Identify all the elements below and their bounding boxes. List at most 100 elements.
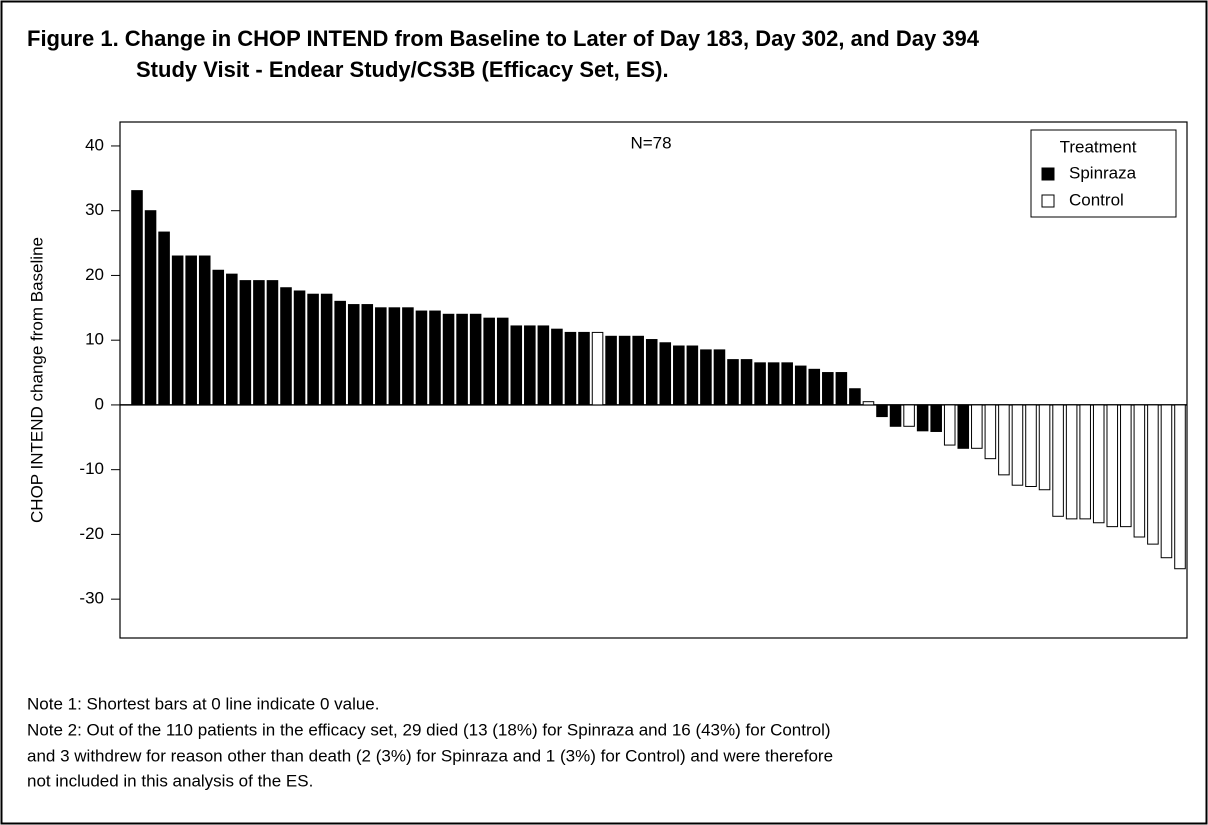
bar xyxy=(740,359,753,406)
bar xyxy=(1174,404,1186,570)
bar xyxy=(510,325,523,406)
bar xyxy=(754,362,766,406)
bar xyxy=(442,313,455,406)
bar xyxy=(971,404,983,449)
plot-area xyxy=(119,121,1188,639)
bar xyxy=(727,359,739,406)
bar xyxy=(280,287,292,406)
legend-label: Control xyxy=(1069,190,1124,209)
y-tick-label: 10 xyxy=(85,330,104,349)
bar xyxy=(998,404,1010,476)
bar xyxy=(618,335,631,406)
bar xyxy=(293,290,306,406)
y-tick-label: -10 xyxy=(79,459,104,478)
bar xyxy=(483,317,495,406)
bar xyxy=(1133,404,1146,538)
y-tick-label: 40 xyxy=(85,135,104,154)
annotation: N=78 xyxy=(630,133,671,152)
bar xyxy=(1079,404,1091,520)
bar xyxy=(131,190,143,406)
bar xyxy=(375,307,387,406)
bar xyxy=(957,404,970,449)
note: and 3 withdrew for reason other than dea… xyxy=(27,746,833,765)
bar xyxy=(916,404,929,432)
bar xyxy=(835,372,848,406)
bar xyxy=(591,331,604,406)
bar xyxy=(253,280,265,406)
note: Note 1: Shortest bars at 0 line indicate… xyxy=(27,694,379,713)
bar xyxy=(578,331,590,406)
bar xyxy=(713,349,726,406)
legend-label: Spinraza xyxy=(1069,163,1137,182)
bar xyxy=(361,304,374,406)
bar xyxy=(469,313,482,406)
bar xyxy=(524,325,536,406)
bar xyxy=(1065,404,1078,520)
bar xyxy=(496,317,509,406)
bar xyxy=(158,231,170,406)
bar xyxy=(822,372,834,406)
bar xyxy=(185,255,197,406)
bar xyxy=(226,273,238,406)
bar xyxy=(781,362,793,406)
y-tick-label: 20 xyxy=(85,265,104,284)
bar xyxy=(334,300,346,406)
y-tick-label: 0 xyxy=(95,394,104,413)
bar xyxy=(266,280,279,406)
bar xyxy=(429,310,441,406)
bar xyxy=(849,388,861,406)
bar xyxy=(1025,404,1037,488)
bar xyxy=(876,404,888,418)
bar xyxy=(903,404,915,427)
bar xyxy=(1160,404,1173,559)
bar xyxy=(808,368,821,406)
bar xyxy=(415,310,428,406)
legend-title: Treatment xyxy=(1060,137,1137,156)
bar xyxy=(889,404,902,427)
note: Note 2: Out of the 110 patients in the e… xyxy=(27,720,831,739)
bar xyxy=(605,335,617,406)
bar xyxy=(320,293,333,406)
bar xyxy=(794,365,807,406)
bar xyxy=(212,269,225,406)
bar xyxy=(632,335,644,406)
note: not included in this analysis of the ES. xyxy=(27,771,313,790)
bar xyxy=(1120,404,1132,528)
bar xyxy=(673,345,685,406)
bar xyxy=(402,307,414,406)
bar xyxy=(456,313,468,406)
y-tick-label: -30 xyxy=(79,589,104,608)
bar xyxy=(767,362,780,406)
bar xyxy=(700,349,712,406)
bar xyxy=(1106,404,1119,528)
bar xyxy=(198,255,211,406)
legend-swatch xyxy=(1041,167,1055,181)
bar xyxy=(347,304,360,406)
y-axis-label: CHOP INTEND change from Baseline xyxy=(27,237,46,523)
bar xyxy=(307,293,319,406)
legend-swatch xyxy=(1041,194,1055,208)
bar xyxy=(645,339,658,406)
bar xyxy=(1011,404,1024,486)
legend: Treatment Spinraza Control xyxy=(1030,129,1177,218)
bar xyxy=(862,401,875,406)
bar xyxy=(1052,404,1064,517)
bar xyxy=(144,210,157,406)
bar xyxy=(659,342,672,406)
y-tick-label: 30 xyxy=(85,200,104,219)
bar xyxy=(984,404,997,460)
y-tick-label: -20 xyxy=(79,524,104,543)
bar xyxy=(564,331,577,406)
bar xyxy=(537,325,550,406)
bar xyxy=(1147,404,1159,545)
bar xyxy=(1092,404,1105,524)
bar xyxy=(388,307,401,406)
bar xyxy=(239,280,252,406)
bar xyxy=(930,404,942,432)
bar xyxy=(943,404,956,446)
chart-title: Figure 1. Change in CHOP INTEND from Bas… xyxy=(27,26,980,51)
legend-box xyxy=(1030,129,1177,218)
bar xyxy=(171,255,184,406)
bar xyxy=(686,345,699,406)
